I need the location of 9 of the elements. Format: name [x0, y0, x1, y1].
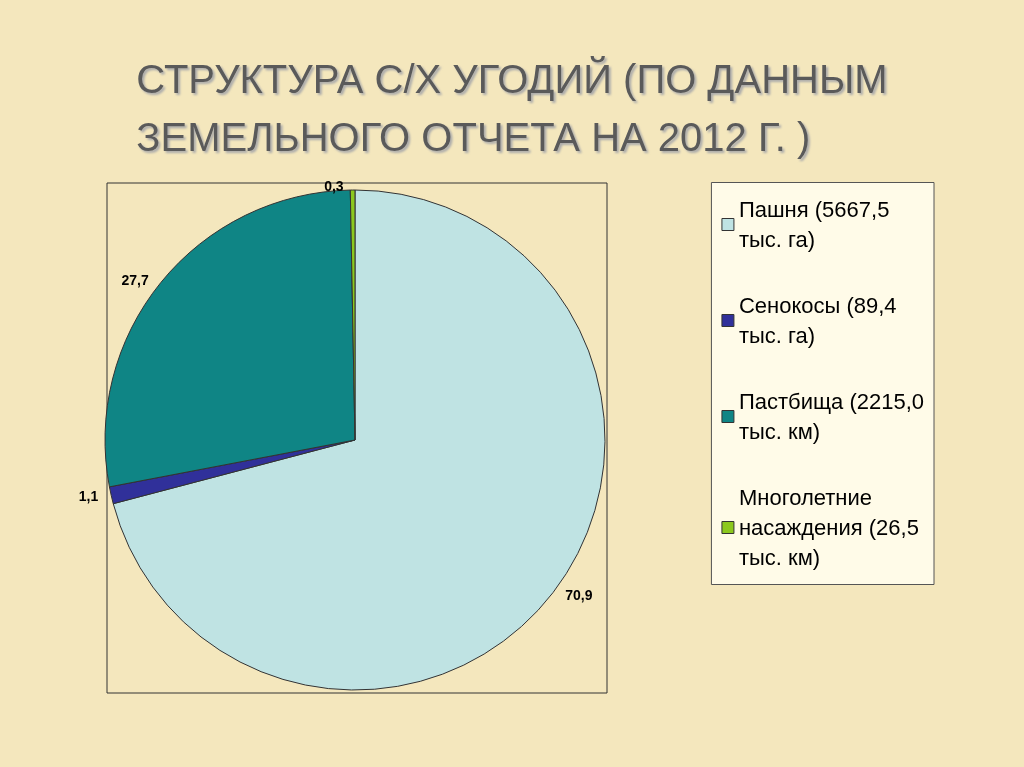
- data-label: 27,7: [121, 271, 149, 288]
- legend-label: Пастбища (2215,0 тыс. км): [738, 389, 924, 444]
- data-label: 1,1: [78, 488, 99, 505]
- legend-label: Многолетние насаждения (26,5 тыс. км): [738, 485, 919, 570]
- legend-label: Пашня (5667,5 тыс. га): [738, 197, 890, 252]
- legend-label: Сенокосы (89,4 тыс. га): [738, 293, 897, 348]
- chart-title: СТРУКТУРА С/Х УГОДИЙ (ПО ДАННЫМ ЗЕМЕЛЬНОГО ОТЧЕТА НА 2012 Г. ): [136, 56, 888, 159]
- data-label: 70,9: [565, 587, 593, 604]
- data-label: 0,3: [324, 178, 344, 195]
